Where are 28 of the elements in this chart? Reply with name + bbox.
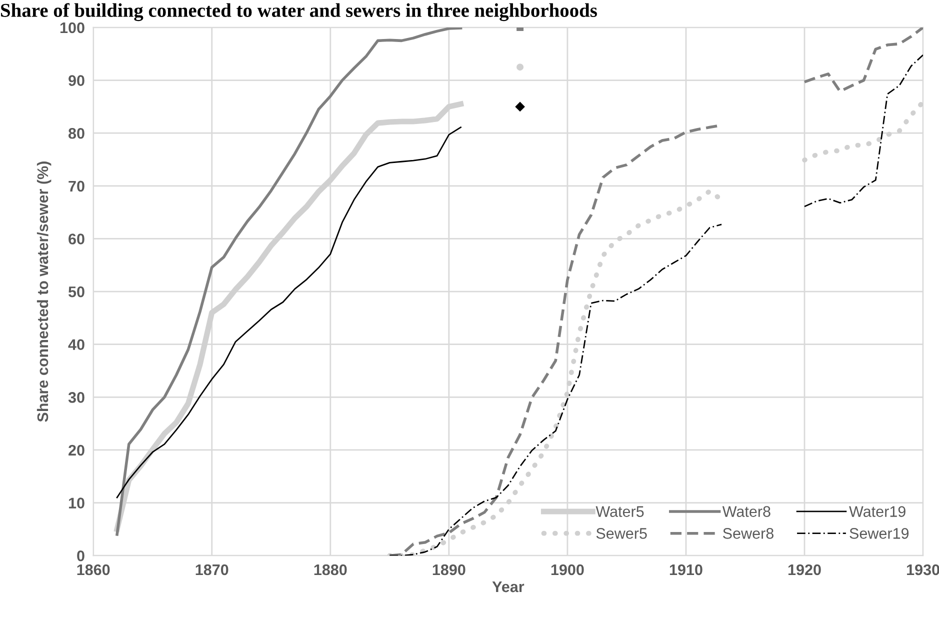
legend-label: Water19: [849, 506, 906, 517]
y-tick-label: 50: [68, 286, 84, 298]
legend-label: Sewer8: [723, 528, 774, 539]
y-tick-label: 30: [68, 392, 84, 403]
x-tick-label: 1860: [77, 564, 110, 576]
y-tick-label: 40: [68, 339, 84, 350]
y-tick-label: 70: [68, 180, 84, 192]
y-tick-label: 80: [68, 128, 84, 139]
x-tick-label: 1880: [314, 564, 347, 576]
y-tick-label: 100: [60, 22, 84, 34]
legend-label: Water5: [596, 506, 644, 517]
x-axis-title: Year: [492, 582, 524, 592]
chart-title: Share of building connected to water and sewers in three neighborhoods: [1, 3, 597, 22]
x-tick-label: 1870: [196, 564, 228, 576]
x-tick-label: 1930: [907, 564, 939, 576]
y-tick-label: 60: [68, 234, 84, 244]
legend-label: Sewer19: [850, 528, 909, 539]
y-tick-label: 90: [68, 75, 84, 86]
x-tick-label: 1920: [788, 564, 821, 576]
legend-label: Water8: [722, 506, 770, 517]
x-tick-label: 1910: [670, 564, 702, 576]
x-tick-label: 1890: [432, 564, 466, 576]
y-tick-label: 20: [68, 444, 84, 456]
y-tick-label: 0: [77, 550, 84, 562]
legend-label: Sewer5: [596, 528, 647, 539]
y-tick-label: 10: [68, 498, 84, 508]
y-axis-title: Share connected to water/sewer (%): [36, 162, 52, 422]
x-tick-label: 1900: [551, 564, 584, 576]
